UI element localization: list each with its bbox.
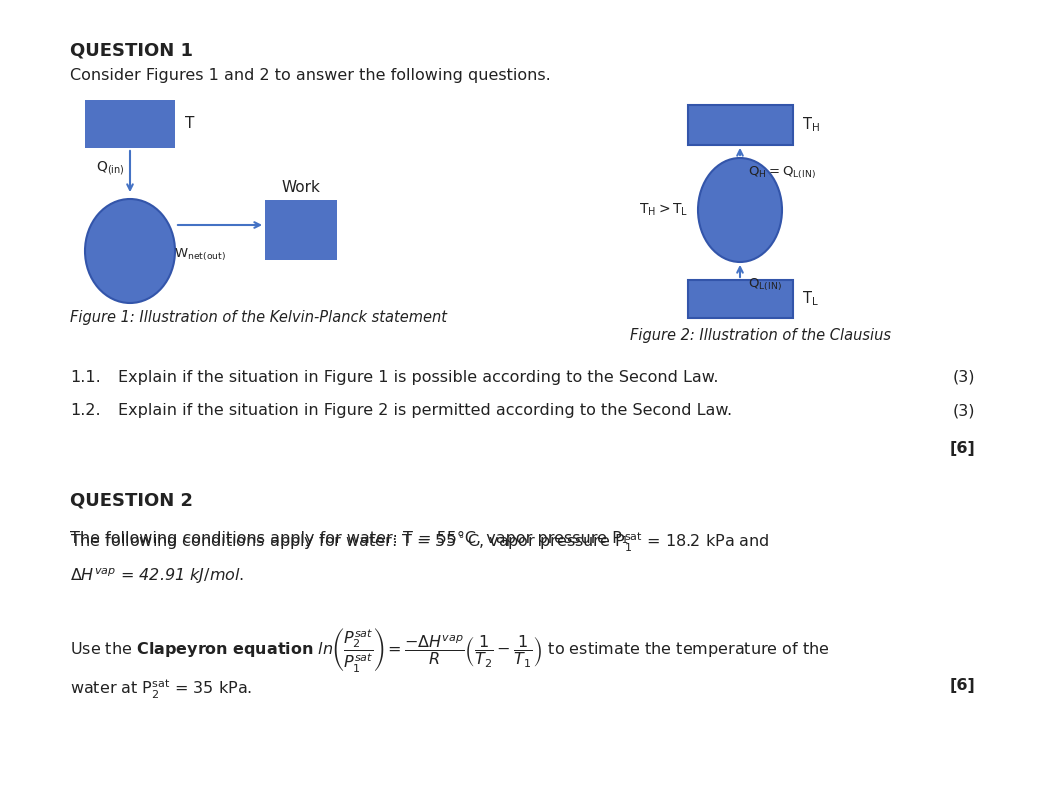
- Text: water at $\mathrm{P_2^{sat}}$ = 35 kPa.: water at $\mathrm{P_2^{sat}}$ = 35 kPa.: [70, 678, 252, 701]
- Text: Consider Figures 1 and 2 to answer the following questions.: Consider Figures 1 and 2 to answer the f…: [70, 68, 551, 83]
- Text: $\mathregular{Q_{(in)}}$: $\mathregular{Q_{(in)}}$: [97, 159, 125, 177]
- Text: $\mathregular{W_{net(out)}}$: $\mathregular{W_{net(out)}}$: [174, 247, 226, 264]
- Text: [6]: [6]: [949, 678, 975, 693]
- Text: $\mathregular{T_H>T_L}$: $\mathregular{T_H>T_L}$: [638, 201, 688, 218]
- Ellipse shape: [698, 158, 782, 262]
- Text: [6]: [6]: [949, 441, 975, 456]
- Text: Figure 1: Illustration of the Kelvin-Planck statement: Figure 1: Illustration of the Kelvin-Pla…: [70, 310, 447, 325]
- Text: $\mathregular{T_L}$: $\mathregular{T_L}$: [802, 290, 819, 309]
- Text: 1.2.: 1.2.: [70, 403, 101, 418]
- Text: Explain if the situation in Figure 2 is permitted according to the Second Law.: Explain if the situation in Figure 2 is …: [118, 403, 732, 418]
- Text: 1.1.: 1.1.: [70, 370, 101, 385]
- Text: $\mathregular{Q_{L(IN)}}$: $\mathregular{Q_{L(IN)}}$: [748, 277, 782, 294]
- Text: Use the $\mathbf{Clapeyron\ equation}$ $\mathit{ln}$$\left(\dfrac{P_2^{sat}}{P_1: Use the $\mathbf{Clapeyron\ equation}$ $…: [70, 626, 830, 674]
- Text: Figure 2: Illustration of the Clausius: Figure 2: Illustration of the Clausius: [630, 328, 891, 343]
- Text: Explain if the situation in Figure 1 is possible according to the Second Law.: Explain if the situation in Figure 1 is …: [118, 370, 718, 385]
- Bar: [688, 280, 793, 318]
- Text: The following conditions apply for water: T = 55$^\circ$C, vapor pressure $\math: The following conditions apply for water…: [70, 531, 770, 554]
- Text: QUESTION 1: QUESTION 1: [70, 42, 193, 60]
- Text: $\mathregular{Q_H=Q_{L(IN)}}$: $\mathregular{Q_H=Q_{L(IN)}}$: [748, 165, 816, 181]
- Text: $\Delta H^{vap}$ = 42.91 $kJ/mol.$: $\Delta H^{vap}$ = 42.91 $kJ/mol.$: [70, 566, 245, 586]
- Text: The following conditions apply for water: T = 55°C, vapor pressure P₁: The following conditions apply for water…: [70, 531, 628, 546]
- Text: (3): (3): [952, 403, 975, 418]
- Ellipse shape: [85, 199, 175, 303]
- Text: QUESTION 2: QUESTION 2: [70, 491, 193, 509]
- Text: Work: Work: [281, 180, 320, 195]
- Text: T: T: [185, 116, 194, 131]
- Bar: [265, 200, 337, 260]
- Bar: [85, 100, 175, 148]
- Text: (3): (3): [952, 370, 975, 385]
- Bar: [688, 105, 793, 145]
- Text: $\mathregular{T_H}$: $\mathregular{T_H}$: [802, 116, 820, 135]
